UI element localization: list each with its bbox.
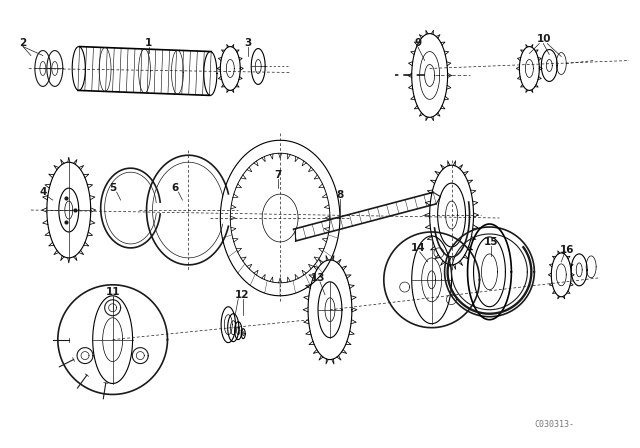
Text: 7: 7: [275, 170, 282, 180]
Text: 11: 11: [106, 287, 120, 297]
Text: 12: 12: [235, 290, 250, 300]
Text: 8: 8: [336, 190, 344, 200]
Text: 3: 3: [244, 38, 252, 47]
Text: 13: 13: [311, 273, 325, 283]
Text: 14: 14: [410, 243, 425, 253]
Text: 4: 4: [39, 187, 47, 197]
Text: 16: 16: [560, 245, 575, 255]
Text: 5: 5: [109, 183, 116, 193]
Text: 6: 6: [172, 183, 179, 193]
Text: 1: 1: [145, 38, 152, 47]
Text: C030313-: C030313-: [534, 420, 574, 429]
Text: 9: 9: [414, 38, 421, 47]
Text: 10: 10: [537, 34, 552, 43]
Text: 2: 2: [19, 38, 26, 47]
Text: 15: 15: [484, 237, 499, 247]
